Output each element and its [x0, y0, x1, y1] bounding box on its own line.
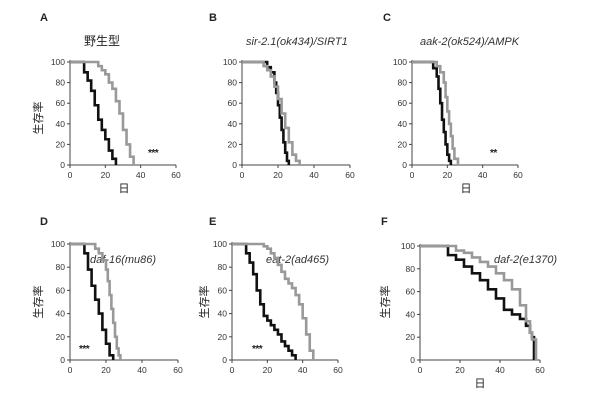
axis-lines [242, 60, 350, 165]
significance-marker: ** [490, 148, 497, 159]
y-tick-label: 40 [228, 119, 238, 129]
y-tick-label: 60 [56, 98, 66, 108]
y-tick-label: 20 [228, 139, 238, 149]
y-axis-label: 生存率 [378, 286, 392, 319]
y-tick-label: 60 [218, 285, 228, 295]
x-tick-label: 60 [171, 170, 181, 180]
y-tick-label: 0 [60, 355, 65, 365]
y-tick-label: 100 [51, 57, 65, 67]
panel-title: daf-2(e1370) [494, 254, 557, 266]
x-tick-label: 20 [273, 170, 283, 180]
panel-c: Caak-2(ok524)/AMPK 0 20 40 60 80 100 0 20 40 60 日 ** [383, 12, 523, 195]
y-tick-label: 0 [60, 160, 65, 170]
y-tick-label: 0 [232, 160, 237, 170]
y-tick-label: 40 [56, 119, 66, 129]
x-tick-label: 20 [101, 170, 111, 180]
panel-letter: E [209, 216, 216, 228]
panel-letter: D [40, 216, 48, 228]
x-tick-label: 60 [173, 365, 183, 375]
y-tick-label: 40 [218, 309, 228, 319]
y-tick-label: 40 [406, 309, 416, 319]
y-tick-label: 100 [213, 239, 227, 249]
x-tick-label: 40 [495, 365, 505, 375]
panel-title: 野生型 [84, 34, 120, 48]
axis-lines [412, 60, 518, 165]
y-tick-label: 80 [228, 78, 238, 88]
x-tick-label: 20 [443, 170, 453, 180]
y-tick-label: 0 [410, 355, 415, 365]
panel-letter: B [209, 12, 217, 24]
x-tick-label: 40 [298, 365, 308, 375]
panel-title: aak-2(ok524)/AMPK [420, 36, 520, 48]
y-tick-label: 0 [402, 160, 407, 170]
x-tick-label: 40 [137, 365, 147, 375]
y-tick-label: 20 [398, 139, 408, 149]
panel-a: A 野生型 0 20 40 60 80 100 0 20 40 60 生存率日 *** [31, 12, 181, 195]
panel-f: Fdaf-2(e1370) 0 20 40 60 80 100 0 20 40 60 生存率日 [378, 216, 557, 390]
x-tick-label: 40 [309, 170, 319, 180]
x-tick-label: 60 [535, 365, 545, 375]
significance-marker: *** [252, 344, 263, 355]
x-tick-label: 60 [513, 170, 523, 180]
y-tick-label: 100 [51, 239, 65, 249]
y-tick-label: 100 [401, 241, 415, 251]
x-tick-label: 20 [101, 365, 111, 375]
x-tick-label: 0 [68, 365, 73, 375]
y-tick-label: 20 [406, 332, 416, 342]
panel-title: daf-16(mu86) [90, 254, 156, 266]
x-tick-label: 40 [136, 170, 146, 180]
y-tick-label: 100 [393, 57, 407, 67]
x-tick-label: 0 [240, 170, 245, 180]
significance-marker: *** [148, 148, 159, 159]
x-tick-label: 60 [345, 170, 355, 180]
y-tick-label: 60 [398, 98, 408, 108]
x-tick-label: 20 [455, 365, 465, 375]
panel-letter: A [40, 12, 48, 24]
y-axis-label: 生存率 [197, 286, 211, 319]
y-tick-label: 20 [218, 332, 228, 342]
panel-letter: F [381, 216, 388, 228]
y-axis-label: 生存率 [31, 102, 45, 135]
y-tick-label: 0 [222, 355, 227, 365]
x-axis-label: 日 [119, 182, 130, 195]
x-tick-label: 0 [68, 170, 73, 180]
x-axis-label: 日 [461, 182, 472, 195]
x-tick-label: 20 [263, 365, 273, 375]
x-tick-label: 60 [333, 365, 343, 375]
y-tick-label: 60 [56, 285, 66, 295]
y-tick-label: 40 [56, 309, 66, 319]
y-tick-label: 80 [398, 78, 408, 88]
y-tick-label: 20 [56, 139, 66, 149]
panel-title: sir-2.1(ok434)/SIRT1 [246, 36, 348, 48]
x-tick-label: 0 [230, 365, 235, 375]
y-axis-label: 生存率 [31, 286, 45, 319]
panel-e: Eeat-2(ad465)0204060801000204060生存率*** [197, 216, 343, 375]
series-line-gray [242, 62, 300, 165]
x-tick-label: 0 [418, 365, 423, 375]
panel-d: Ddaf-16(mu86) 0 20 40 60 80 100 0 20 40 60 生存率 *** [31, 216, 183, 375]
y-tick-label: 20 [56, 332, 66, 342]
y-tick-label: 80 [56, 262, 66, 272]
x-axis-label: 日 [475, 377, 486, 390]
y-tick-label: 80 [406, 264, 416, 274]
y-tick-label: 40 [398, 119, 408, 129]
y-tick-label: 80 [218, 262, 228, 272]
y-tick-label: 100 [223, 57, 237, 67]
significance-marker: *** [79, 344, 90, 355]
series-line-gray [70, 62, 134, 165]
panel-letter: C [383, 12, 391, 24]
series-line-gray [412, 62, 458, 165]
panel-b: Bsir-2.1(ok434)/SIRT1 0 20 40 60 80 100 0 20 40 60 [209, 12, 355, 180]
y-tick-label: 80 [56, 78, 66, 88]
y-tick-label: 60 [406, 287, 416, 297]
x-tick-label: 0 [410, 170, 415, 180]
x-tick-label: 40 [478, 170, 488, 180]
y-tick-label: 60 [228, 98, 238, 108]
